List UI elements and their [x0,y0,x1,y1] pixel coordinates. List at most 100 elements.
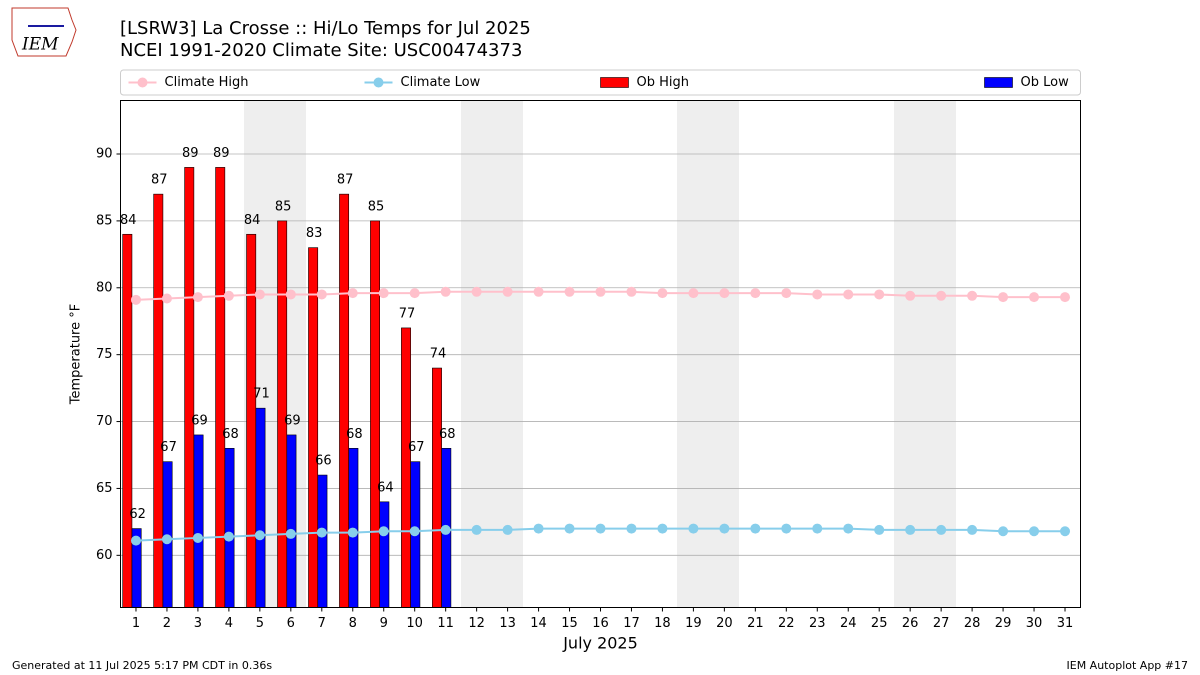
point [471,286,482,297]
legend-label: Ob Low [1021,75,1070,90]
point [564,286,575,297]
point [874,289,885,300]
y-axis-label: Temperature °F [69,304,84,405]
y-tick-label: 80 [96,280,113,295]
point [347,288,358,299]
bar [308,247,319,608]
x-tick-label: 11 [437,616,454,631]
bar [370,220,380,608]
legend-label: Climate High [165,75,249,90]
y-tick-label: 60 [96,548,113,563]
legend-label: Ob High [637,75,690,90]
x-tick-label: 4 [225,616,233,631]
point [223,531,234,542]
logo: IEM [11,7,77,57]
point [626,523,637,534]
point [161,293,172,304]
x-tick-label: 26 [902,616,919,631]
x-tick-label: 17 [623,616,640,631]
bar [193,434,204,608]
x-tick-label: 9 [380,616,388,631]
point [657,523,668,534]
y-tick-label: 85 [96,213,113,228]
footer-left: Generated at 11 Jul 2025 5:17 PM CDT in … [12,659,272,672]
data-label: 85 [275,199,292,214]
chart-title: [LSRW3] La Crosse :: Hi/Lo Temps for Jul… [120,18,531,39]
point [533,286,544,297]
point [254,289,265,300]
point [781,523,792,534]
x-tick-label: 2 [163,616,171,631]
point [688,288,699,299]
data-label: 87 [337,173,354,188]
point [1060,292,1071,303]
y-tick-label: 90 [96,147,113,162]
data-label: 66 [315,454,332,469]
y-tick-label: 75 [96,347,113,362]
x-tick-label: 23 [809,616,826,631]
bar [184,167,195,608]
logo-outline [11,7,77,57]
x-tick-label: 12 [468,616,485,631]
point [1029,292,1040,303]
point [1029,526,1040,537]
x-tick-label: 10 [406,616,423,631]
y-tick-label: 70 [96,414,113,429]
bar [286,434,297,608]
point [719,523,730,534]
x-tick-label: 28 [964,616,981,631]
point [130,535,141,546]
x-tick-label: 24 [840,616,857,631]
x-tick-label: 3 [194,616,202,631]
bar [255,407,266,608]
legend-swatch [600,77,629,88]
bar [215,167,226,608]
data-label: 84 [120,213,137,228]
weekend-shading [244,100,956,607]
point [316,289,327,300]
point [564,523,575,534]
point [936,290,947,301]
bar [432,367,442,608]
point [1060,526,1071,537]
point [316,527,327,538]
footer-right: IEM Autoplot App #17 [1067,659,1189,672]
x-tick-label: 5 [256,616,264,631]
x-tick-label: 25 [871,616,888,631]
point [533,523,544,534]
data-label: 62 [129,507,146,522]
data-label: 68 [346,427,363,442]
data-label: 67 [160,440,177,455]
legend-swatch [373,77,384,88]
data-label: 87 [151,173,168,188]
bar [246,233,257,608]
point [750,523,761,534]
point [409,288,420,299]
bar [224,448,235,608]
legend-swatch [137,77,148,88]
plot-frame [120,100,1081,608]
data-label: 85 [368,199,385,214]
logo-text: IEM [21,35,59,55]
point [440,286,451,297]
point [192,292,203,303]
point [781,288,792,299]
point [254,530,265,541]
point [285,528,296,539]
point [967,290,978,301]
point [905,524,916,535]
chart-subtitle: NCEI 1991-2020 Climate Site: USC00474373 [120,40,522,61]
legend-label: Climate Low [401,75,481,90]
x-tick-label: 8 [349,616,357,631]
point [471,524,482,535]
data-label: 68 [439,427,456,442]
point [998,526,1009,537]
point [905,290,916,301]
x-tick-label: 18 [654,616,671,631]
point [440,524,451,535]
point [223,290,234,301]
legend-swatch [984,77,1013,88]
point [843,523,854,534]
x-tick-label: 16 [592,616,609,631]
point [626,286,637,297]
